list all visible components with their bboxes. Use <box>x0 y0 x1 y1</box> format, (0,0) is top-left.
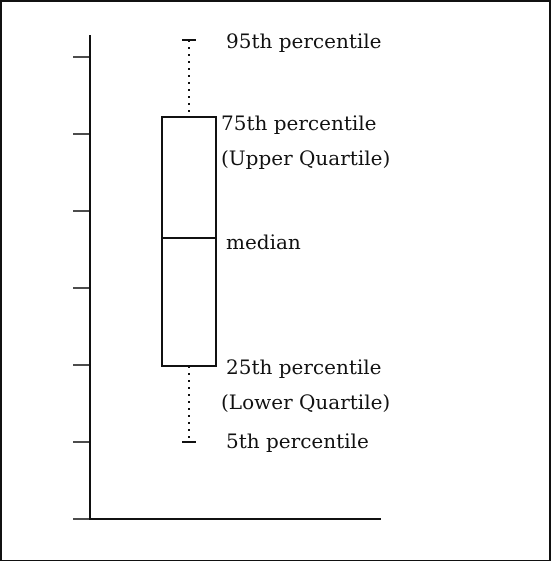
y-axis-ticks <box>73 56 90 520</box>
label-median: median <box>226 230 301 254</box>
label-p25-line1: 25th percentile <box>226 355 382 379</box>
label-p95: 95th percentile <box>226 29 382 53</box>
label-p5: 5th percentile <box>226 429 369 453</box>
label-p75-line1: 75th percentile <box>221 111 377 135</box>
iqr-box <box>161 116 217 367</box>
label-p75-line2: (Upper Quartile) <box>221 146 390 170</box>
label-p25-line2: (Lower Quartile) <box>221 390 390 414</box>
